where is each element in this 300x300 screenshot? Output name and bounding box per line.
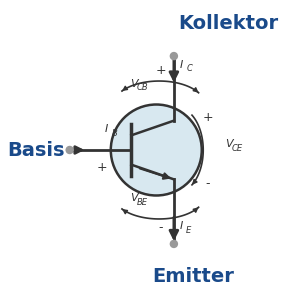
Text: CE: CE (232, 144, 243, 153)
Text: +: + (202, 111, 213, 124)
Circle shape (170, 52, 177, 60)
Text: Basis: Basis (7, 140, 65, 160)
Text: V: V (130, 194, 137, 203)
Text: I: I (105, 124, 108, 134)
Text: I: I (180, 221, 183, 231)
Circle shape (66, 146, 73, 154)
Text: BE: BE (136, 198, 147, 207)
Text: I: I (180, 60, 183, 70)
Text: V: V (225, 139, 233, 149)
Text: +: + (97, 161, 107, 174)
Text: C: C (186, 64, 192, 73)
Text: Kollektor: Kollektor (178, 14, 278, 33)
Text: +: + (155, 64, 166, 77)
Text: V: V (130, 79, 137, 89)
Circle shape (170, 240, 177, 247)
Text: -: - (158, 221, 163, 234)
Text: E: E (186, 226, 191, 235)
Text: Emitter: Emitter (152, 267, 234, 286)
Text: B: B (111, 129, 117, 138)
Text: -: - (206, 177, 210, 190)
Circle shape (111, 104, 202, 196)
Text: CB: CB (136, 83, 148, 92)
